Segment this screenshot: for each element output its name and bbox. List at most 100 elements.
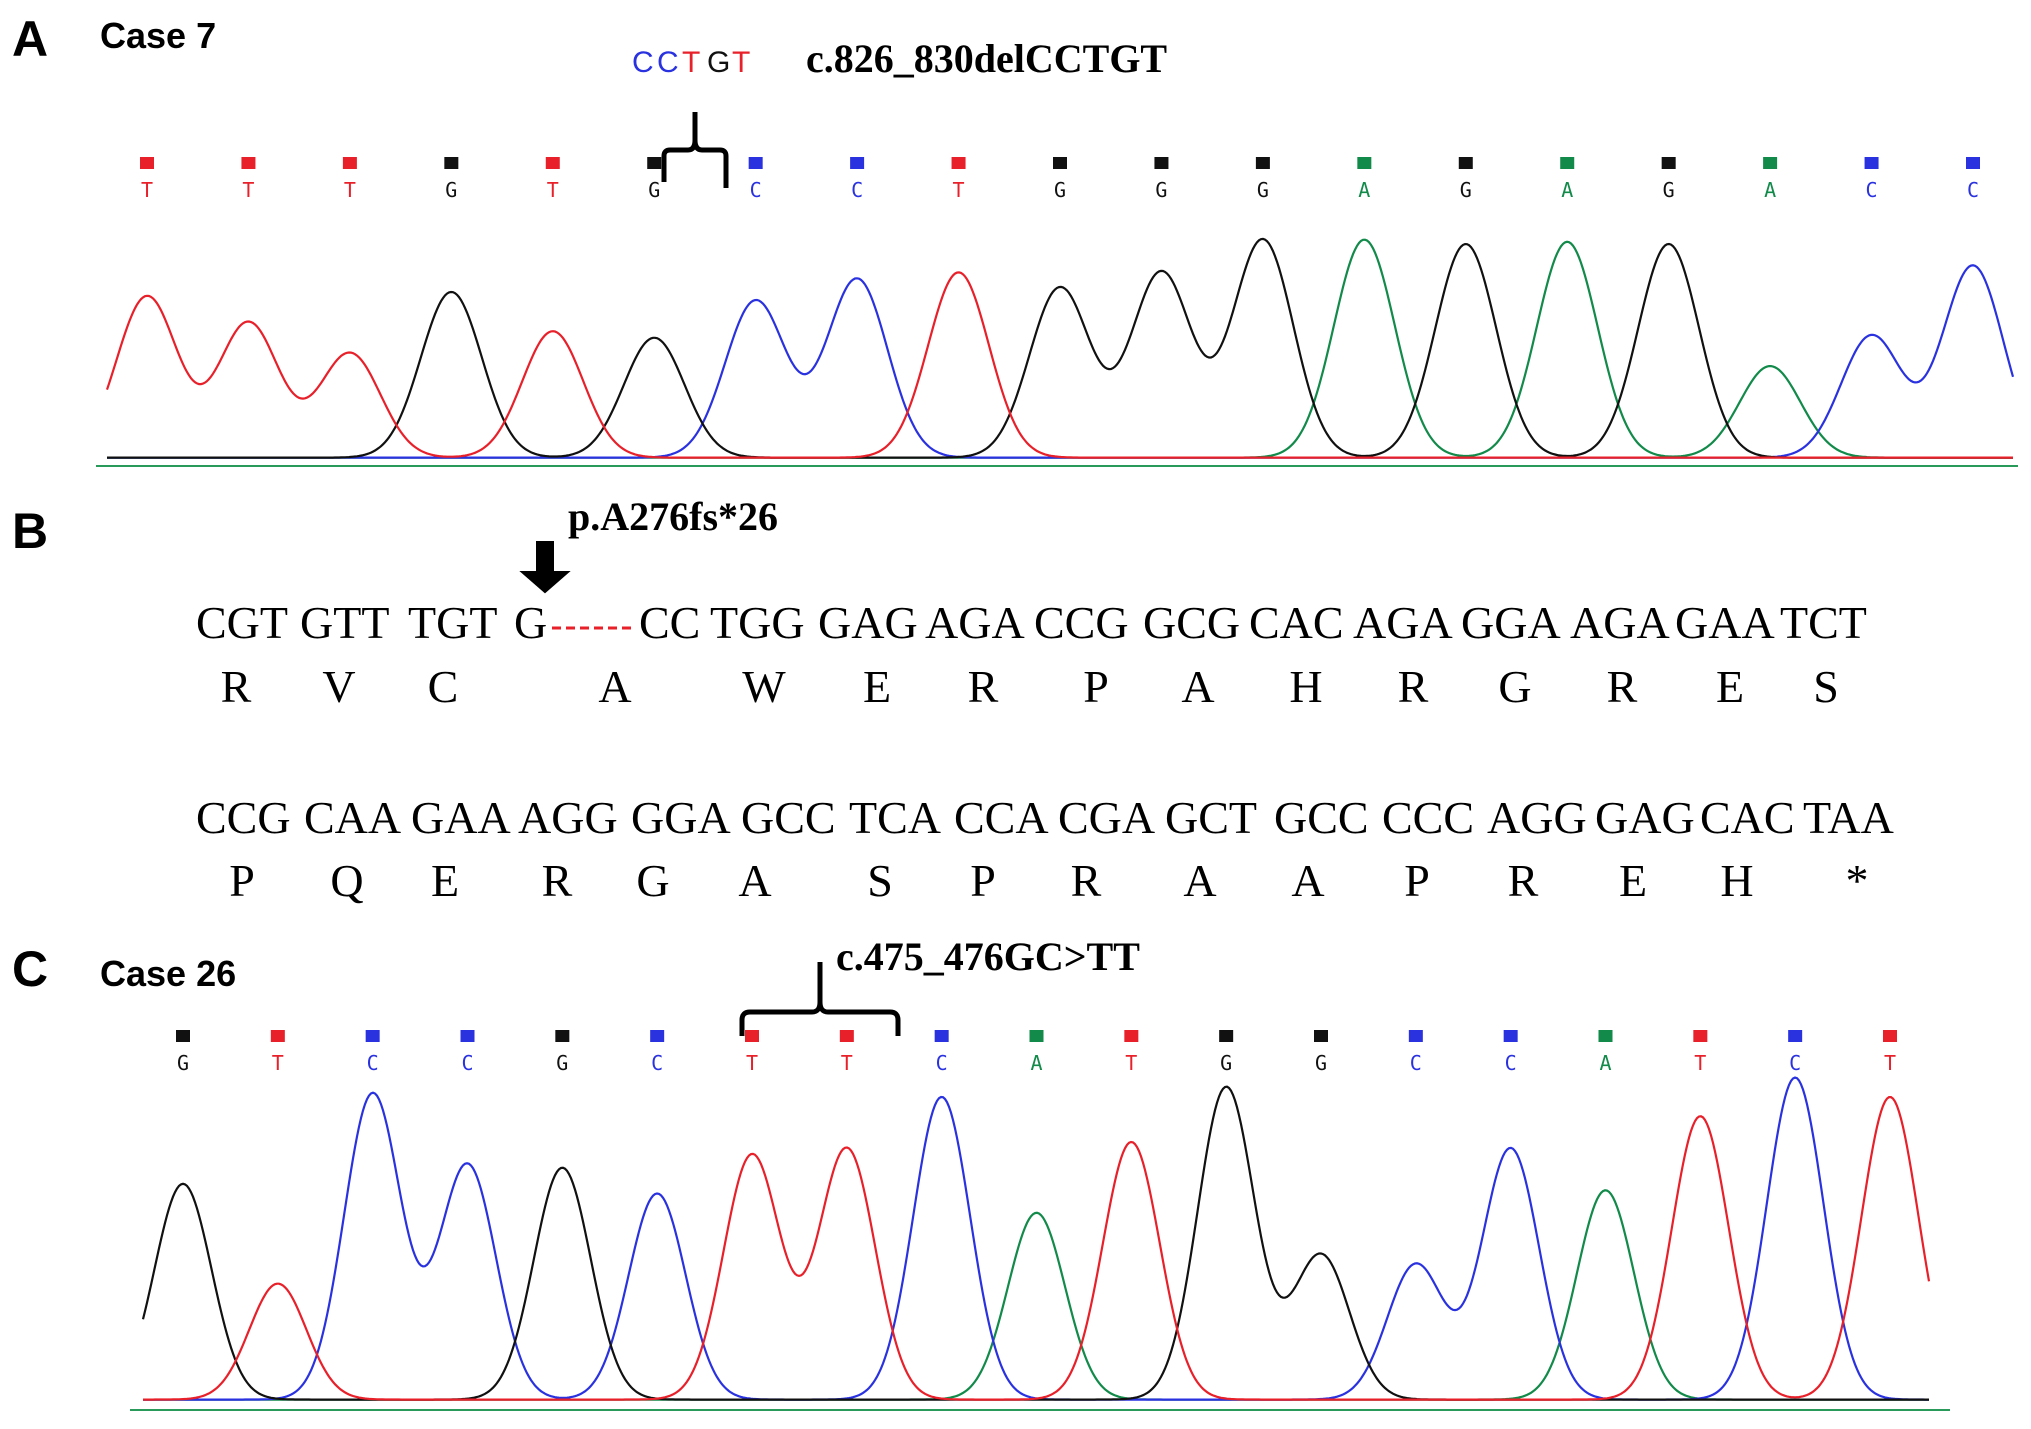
base-call: A bbox=[1358, 178, 1370, 202]
amino-acid: S bbox=[1813, 661, 1839, 712]
base-marker bbox=[1408, 1030, 1423, 1042]
codon: CCA bbox=[954, 792, 1049, 843]
codon: CC bbox=[639, 597, 700, 648]
deleted-base: C bbox=[632, 46, 657, 79]
base-marker bbox=[647, 157, 662, 169]
codon: TCT bbox=[1780, 597, 1867, 648]
base-marker bbox=[1693, 1030, 1708, 1042]
amino-acid: A bbox=[738, 855, 771, 906]
amino-acid: W bbox=[742, 661, 786, 712]
base-marker bbox=[1357, 157, 1372, 169]
base-call: G bbox=[556, 1051, 568, 1075]
trace-t bbox=[105, 271, 2013, 459]
amino-acid: C bbox=[428, 661, 459, 712]
base-marker bbox=[1883, 1030, 1897, 1042]
codon: CCG bbox=[1034, 597, 1129, 648]
base-marker bbox=[176, 1030, 190, 1042]
amino-acid: R bbox=[1508, 855, 1539, 906]
base-marker bbox=[1864, 157, 1879, 169]
trace-c bbox=[143, 1076, 1929, 1401]
codon: AGA bbox=[1353, 597, 1453, 648]
panel-c-letter: C bbox=[12, 941, 48, 997]
trace-t bbox=[143, 1096, 1931, 1401]
amino-acid: V bbox=[322, 661, 355, 712]
codon: GCT bbox=[1165, 792, 1257, 843]
base-call: T bbox=[841, 1051, 853, 1075]
panel-c-mutation-label: c.475_476GC>TT bbox=[836, 934, 1140, 979]
base-marker bbox=[650, 1030, 665, 1042]
frameshift-arrow bbox=[519, 541, 571, 594]
base-call: T bbox=[141, 178, 153, 202]
base-marker bbox=[1458, 157, 1473, 169]
base-marker bbox=[1219, 1030, 1234, 1042]
codon: GAA bbox=[411, 792, 511, 843]
codon: TAA bbox=[1803, 792, 1894, 843]
base-call: G bbox=[1155, 178, 1167, 202]
base-marker bbox=[839, 1030, 854, 1042]
codon: AGA bbox=[1570, 597, 1670, 648]
base-call: G bbox=[1220, 1051, 1232, 1075]
base-marker bbox=[460, 1030, 475, 1042]
amino-acid: H bbox=[1289, 661, 1322, 712]
panel-b: B p.A276fs*26 CGT GTT TGT G CC TGG GAG AGA CCG GC… bbox=[12, 494, 1894, 906]
deleted-sequence: C C T GT bbox=[632, 46, 753, 79]
codon: GGA bbox=[1461, 597, 1561, 648]
base-call: G bbox=[177, 1051, 189, 1075]
base-call: G bbox=[1315, 1051, 1327, 1075]
base-call: A bbox=[1764, 178, 1776, 202]
base-marker bbox=[934, 1030, 949, 1042]
codon: TGG bbox=[710, 597, 805, 648]
base-marker bbox=[270, 1030, 285, 1042]
base-call: C bbox=[1866, 178, 1878, 202]
amino-acid: A bbox=[598, 661, 631, 712]
amino-acid: P bbox=[1083, 661, 1109, 712]
deleted-base: T bbox=[732, 46, 753, 79]
deleted-base: C bbox=[657, 46, 682, 79]
base-call: C bbox=[1505, 1051, 1517, 1075]
codon: GAA bbox=[1675, 597, 1775, 648]
base-call: G bbox=[445, 178, 457, 202]
base-call: C bbox=[936, 1051, 948, 1075]
base-marker bbox=[1503, 1030, 1518, 1042]
codon: GGA bbox=[631, 792, 731, 843]
panel-a-mutation-label: c.826_830delCCTGT bbox=[806, 36, 1167, 81]
base-marker bbox=[951, 157, 966, 169]
codon: CCG bbox=[196, 792, 291, 843]
amino-acid: E bbox=[1716, 661, 1744, 712]
base-call: T bbox=[746, 1051, 758, 1075]
panel-c: C Case 26 c.475_476GC>TT G T C C G C T T C A T G G C C… bbox=[12, 934, 1950, 1411]
base-call: A bbox=[1030, 1051, 1042, 1075]
amino-acid: E bbox=[863, 661, 891, 712]
deleted-base: T bbox=[682, 46, 703, 79]
panel-a-case-label: Case 7 bbox=[100, 15, 216, 56]
base-marker bbox=[1029, 1030, 1044, 1042]
base-marker bbox=[545, 157, 560, 169]
base-marker bbox=[342, 157, 357, 169]
base-marker bbox=[1255, 157, 1270, 169]
amino-acid: R bbox=[968, 661, 999, 712]
base-call: T bbox=[1884, 1051, 1896, 1075]
codon: G bbox=[514, 597, 547, 648]
base-marker bbox=[444, 157, 459, 169]
base-marker bbox=[140, 157, 154, 169]
trace-g bbox=[107, 237, 2013, 459]
codon: GAG bbox=[818, 597, 918, 648]
amino-acid: R bbox=[1071, 855, 1102, 906]
codon: CAA bbox=[304, 792, 401, 843]
row2-amino-acids: P Q E R G A S P R A A P R E H * bbox=[229, 855, 1868, 906]
base-call: C bbox=[750, 178, 762, 202]
base-marker bbox=[1598, 1030, 1613, 1042]
amino-acid: R bbox=[1398, 661, 1429, 712]
codon: GCG bbox=[1143, 597, 1240, 648]
base-call: C bbox=[461, 1051, 473, 1075]
codon: CAC bbox=[1700, 792, 1795, 843]
base-call: G bbox=[1054, 178, 1066, 202]
amino-acid: * bbox=[1846, 855, 1869, 906]
codon: CGA bbox=[1058, 792, 1155, 843]
base-call: G bbox=[1460, 178, 1472, 202]
panel-a-chromatogram bbox=[105, 237, 2015, 459]
trace-c bbox=[107, 264, 2015, 459]
base-call: G bbox=[1663, 178, 1675, 202]
